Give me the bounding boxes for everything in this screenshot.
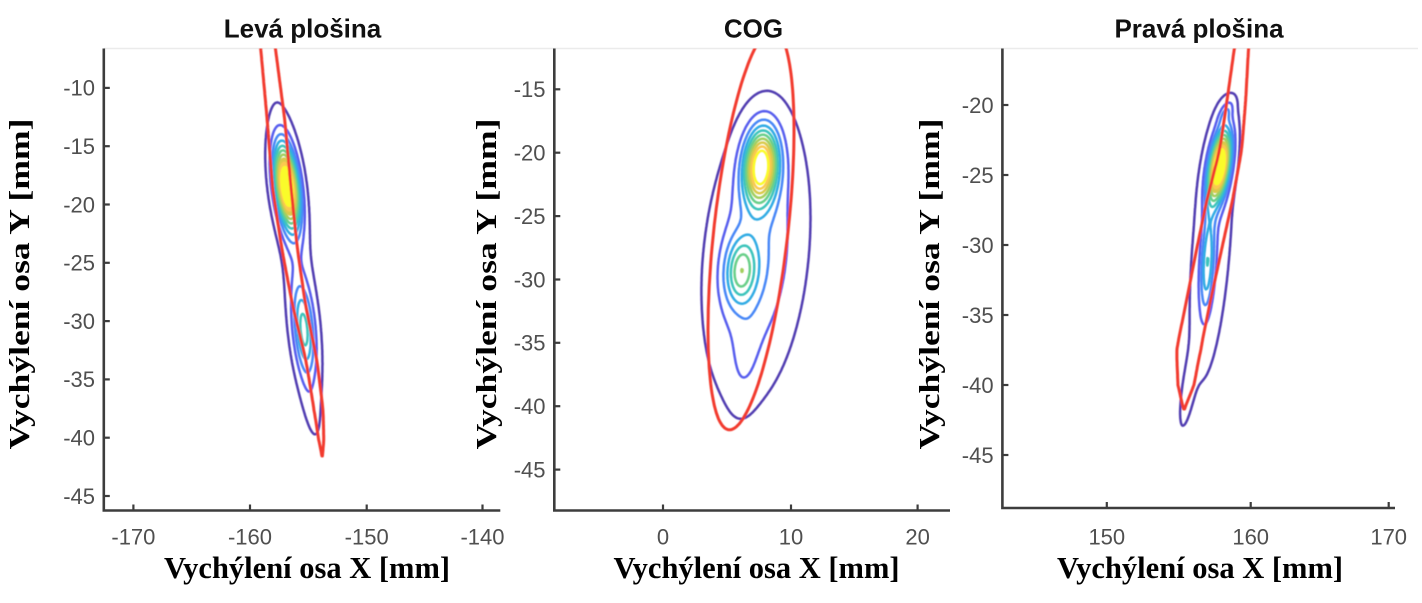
- svg-text:-45: -45: [63, 484, 95, 509]
- svg-text:Vychýlení osa Y [mm]: Vychýlení osa Y [mm]: [914, 119, 945, 450]
- svg-text:160: 160: [1232, 525, 1269, 550]
- svg-text:Vychýlení osa X [mm]: Vychýlení osa X [mm]: [164, 551, 450, 585]
- svg-text:Vychýlení osa Y [mm]: Vychýlení osa Y [mm]: [471, 119, 502, 450]
- svg-text:Vychýlení osa X [mm]: Vychýlení osa X [mm]: [613, 551, 899, 585]
- svg-text:-35: -35: [962, 303, 994, 328]
- svg-text:10: 10: [779, 525, 803, 550]
- svg-text:Levá plošina: Levá plošina: [224, 14, 382, 44]
- svg-text:-20: -20: [63, 192, 95, 217]
- svg-text:-45: -45: [514, 457, 546, 482]
- svg-text:Vychýlení osa X [mm]: Vychýlení osa X [mm]: [1057, 551, 1343, 585]
- svg-text:-170: -170: [111, 525, 155, 550]
- svg-text:150: 150: [1088, 525, 1125, 550]
- svg-text:170: 170: [1370, 525, 1407, 550]
- svg-text:-140: -140: [460, 525, 504, 550]
- svg-text:-25: -25: [63, 251, 95, 276]
- svg-text:-20: -20: [514, 141, 546, 166]
- svg-text:Vychýlení osa Y [mm]: Vychýlení osa Y [mm]: [4, 119, 35, 450]
- svg-text:Pravá plošina: Pravá plošina: [1114, 14, 1284, 44]
- svg-text:-40: -40: [63, 426, 95, 451]
- svg-text:-40: -40: [962, 373, 994, 398]
- svg-text:-30: -30: [514, 267, 546, 292]
- svg-text:0: 0: [657, 525, 669, 550]
- svg-text:-15: -15: [514, 77, 546, 102]
- svg-text:-10: -10: [63, 76, 95, 101]
- svg-text:COG: COG: [724, 14, 783, 44]
- svg-text:-150: -150: [345, 525, 389, 550]
- svg-text:-30: -30: [962, 233, 994, 258]
- svg-text:-40: -40: [514, 394, 546, 419]
- svg-text:-25: -25: [962, 163, 994, 188]
- svg-text:-20: -20: [962, 93, 994, 118]
- svg-text:-25: -25: [514, 204, 546, 229]
- svg-text:-45: -45: [962, 443, 994, 468]
- svg-text:-30: -30: [63, 309, 95, 334]
- svg-text:-15: -15: [63, 134, 95, 159]
- svg-text:-35: -35: [63, 367, 95, 392]
- svg-text:-160: -160: [228, 525, 272, 550]
- svg-text:-35: -35: [514, 331, 546, 356]
- svg-text:20: 20: [905, 525, 929, 550]
